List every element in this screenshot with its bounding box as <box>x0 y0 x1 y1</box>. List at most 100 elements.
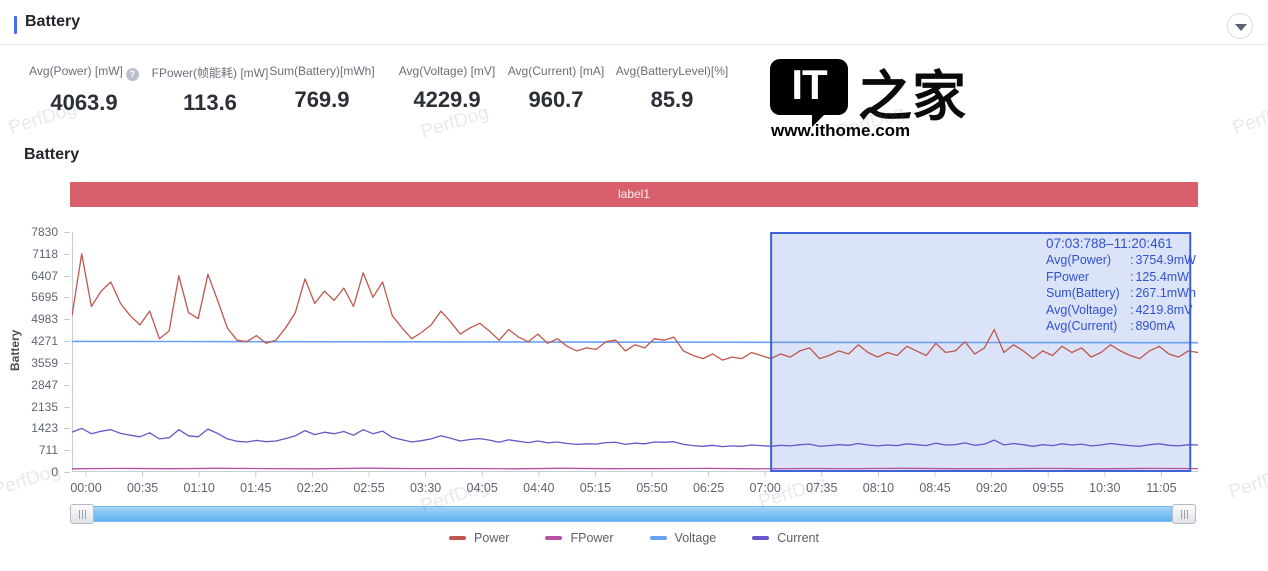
drag-handle-icon <box>1183 509 1185 519</box>
y-tick-mark <box>64 450 70 452</box>
y-tick-mark <box>64 275 70 277</box>
y-tick-label: 4271 <box>31 334 58 349</box>
collapse-button[interactable] <box>1227 13 1253 39</box>
series-line-fpower <box>72 467 1198 470</box>
stat-label: Avg(Voltage) [mV] <box>398 64 496 78</box>
y-tick-label: 3559 <box>31 355 58 370</box>
stat-value: 113.6 <box>183 90 237 115</box>
stat-block: Avg(Voltage) [mV] 4229.9 <box>399 64 496 113</box>
y-tick-label: 711 <box>38 443 58 458</box>
stat-block: Avg(Power) [mW]? 4063.9 <box>29 64 139 116</box>
legend-label: Power <box>474 531 510 545</box>
x-tick-label: 08:45 <box>919 481 951 495</box>
stat-label: Avg(Current) [mA] <box>507 64 605 78</box>
x-tick-label: 00:35 <box>126 481 159 495</box>
y-tick-mark <box>64 384 70 386</box>
legend-label: Voltage <box>674 531 717 545</box>
scrollbar-handle-left[interactable] <box>70 504 94 524</box>
stat-block: Avg(BatteryLevel)[%] 85.9 <box>616 64 729 113</box>
legend-swatch-icon <box>649 536 667 540</box>
stat-block: Avg(Current) [mA] 960.7 <box>508 64 604 113</box>
stat-block: Sum(Battery)[mWh] 769.9 <box>269 64 374 113</box>
y-tick-mark <box>64 472 70 473</box>
y-tick-label: 6407 <box>31 268 58 283</box>
y-tick-mark <box>64 428 70 430</box>
x-tick-label: 03:30 <box>409 481 442 495</box>
page-title: Battery <box>25 13 81 30</box>
y-tick-label: 2135 <box>31 399 58 414</box>
label1-bar[interactable]: label1 <box>70 182 1198 207</box>
y-tick-mark <box>64 341 70 343</box>
watermark: PerfDog <box>1226 462 1268 503</box>
stat-value: 4229.9 <box>413 87 481 112</box>
ithome-logo: IT <box>770 59 848 115</box>
x-tick-label: 02:55 <box>353 481 385 495</box>
ithome-logo-tail <box>812 112 827 127</box>
legend-swatch-icon <box>449 536 467 540</box>
selection-region-fill <box>770 232 1192 472</box>
y-tick-mark <box>64 319 70 321</box>
battery-chart-plot[interactable] <box>72 232 1198 478</box>
legend-label: FPower <box>570 531 614 545</box>
legend-label: Current <box>777 531 819 545</box>
series-line-voltage <box>72 340 1198 344</box>
drag-handle-icon <box>81 509 83 519</box>
y-tick-label: 7118 <box>32 246 58 261</box>
stat-label: Avg(Power) [mW]? <box>29 64 139 81</box>
x-tick-label: 05:15 <box>579 481 612 495</box>
ithome-logo-it: IT <box>791 61 827 108</box>
legend-item-voltage[interactable]: Voltage <box>649 531 717 545</box>
y-tick-label: 5695 <box>31 290 58 305</box>
legend-swatch-icon <box>545 536 563 540</box>
x-tick-label: 01:45 <box>240 481 272 495</box>
ithome-logo-url: www.ithome.com <box>771 121 911 140</box>
x-tick-label: 02:20 <box>296 481 329 495</box>
y-tick-label: 1423 <box>31 421 58 436</box>
stat-value: 960.7 <box>528 87 584 112</box>
x-tick-label: 07:00 <box>749 481 781 495</box>
x-tick-label: 09:20 <box>975 481 1008 495</box>
stat-value: 4063.9 <box>50 90 118 115</box>
x-tick-label: 10:30 <box>1089 481 1121 495</box>
x-tick-label: 06:25 <box>692 481 725 495</box>
stat-label: FPower(帧能耗) [mW] <box>151 66 269 80</box>
y-tick-label: 2847 <box>31 377 58 392</box>
stat-value: 85.9 <box>650 87 694 112</box>
ithome-logo-zhijia: 之家 <box>858 64 966 128</box>
help-icon[interactable]: ? <box>125 68 139 81</box>
legend-swatch-icon <box>752 536 770 540</box>
stat-value: 769.9 <box>294 87 350 112</box>
header-divider <box>0 44 1268 45</box>
x-tick-label: 05:50 <box>636 481 668 495</box>
scrollbar-handle-right[interactable] <box>1172 504 1196 524</box>
y-tick-mark <box>64 253 70 255</box>
chart-scrollbar-track[interactable] <box>72 506 1196 522</box>
series-line-current <box>72 427 1198 448</box>
legend-item-current[interactable]: Current <box>752 531 819 545</box>
chart-legend: Power FPower Voltage Current <box>0 531 1268 545</box>
x-tick-label: 08:10 <box>862 481 895 495</box>
chevron-down-icon <box>1235 24 1247 31</box>
legend-item-fpower[interactable]: FPower <box>545 531 614 545</box>
x-tick-label: 11:05 <box>1146 481 1177 495</box>
x-tick-label: 01:10 <box>183 481 215 495</box>
title-accent-bar <box>14 16 17 34</box>
legend-item-power[interactable]: Power <box>449 531 509 545</box>
x-tick-label: 00:00 <box>70 481 102 495</box>
x-tick-label: 07:35 <box>806 481 838 495</box>
stat-block: FPower(帧能耗) [mW] 113.6 <box>152 64 269 116</box>
y-tick-label: 7830 <box>31 225 58 239</box>
y-tick-label: 0 <box>51 465 58 479</box>
y-tick-label: 4983 <box>31 312 58 327</box>
x-tick-label: 04:40 <box>523 481 555 495</box>
x-tick-label: 09:55 <box>1032 481 1064 495</box>
selection-region-border[interactable] <box>770 232 1192 472</box>
y-tick-mark <box>64 232 70 233</box>
chart-section-title: Battery <box>24 146 80 163</box>
y-tick-mark <box>64 362 70 364</box>
stat-label: Avg(BatteryLevel)[%] <box>615 64 729 78</box>
series-line-power <box>72 253 1198 361</box>
watermark: PerfDog <box>1230 98 1268 139</box>
y-tick-mark <box>64 297 70 299</box>
